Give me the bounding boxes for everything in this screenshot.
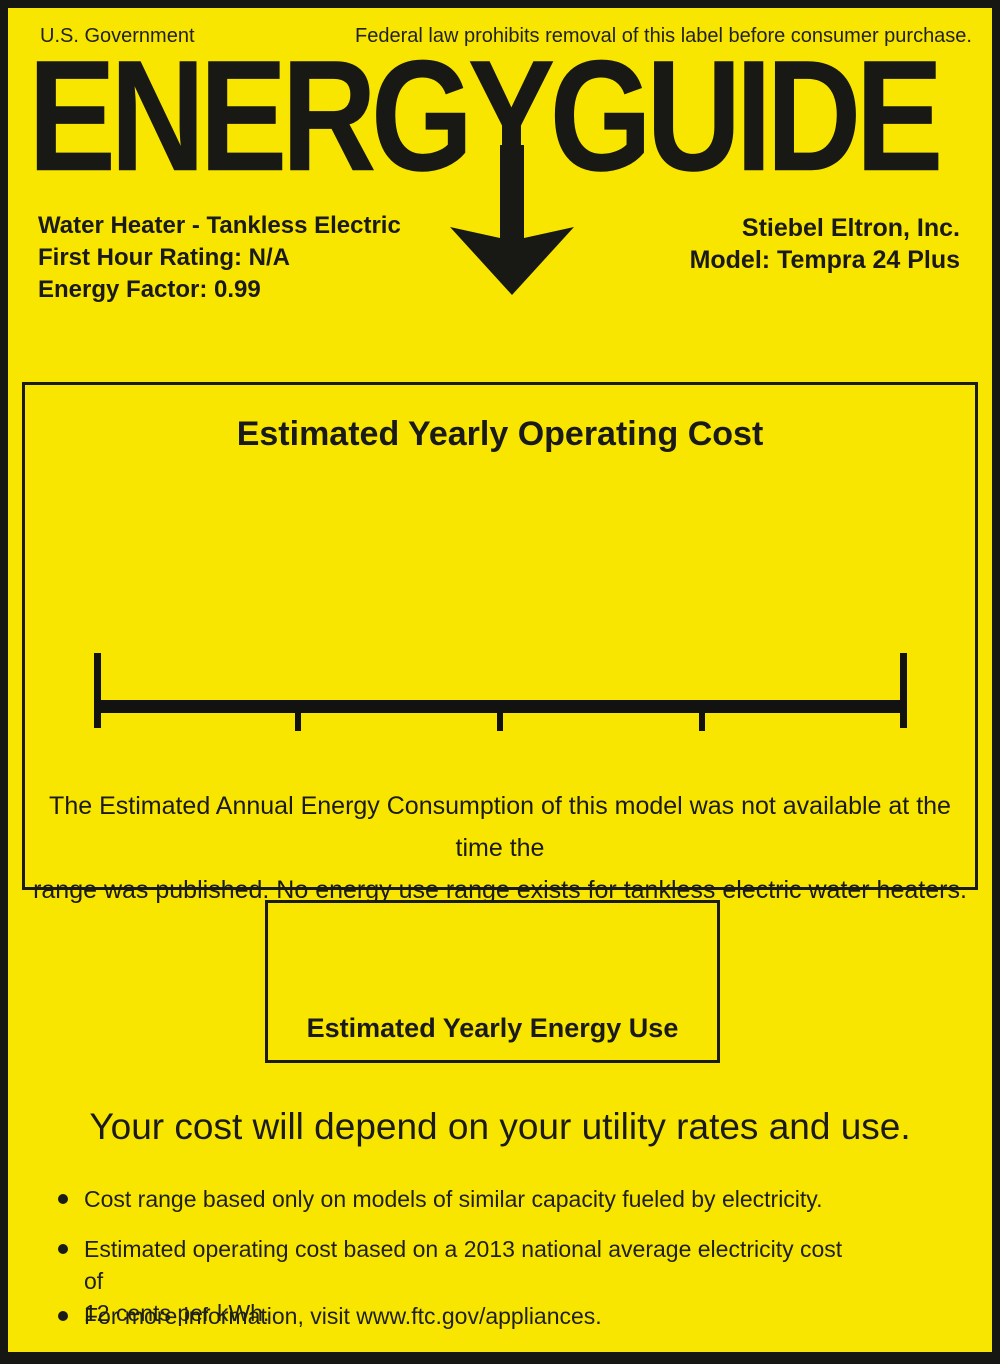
consumption-note: The Estimated Annual Energy Consumption … (25, 785, 975, 911)
list-item: Estimated operating cost based on a 2013… (58, 1233, 864, 1329)
consumption-note-line2: range was published. No energy use range… (33, 876, 967, 904)
bullet-operating-cost-line2: 12 cents per kWh. (84, 1300, 270, 1326)
energy-factor: Energy Factor: 0.99 (38, 276, 261, 303)
scale-tick (497, 711, 503, 731)
consumption-note-line1: The Estimated Annual Energy Consumption … (49, 792, 951, 862)
operating-cost-box: Estimated Yearly Operating Cost The Esti… (22, 382, 978, 904)
bullet-cost-range: Cost range based only on models of simil… (84, 1186, 823, 1212)
energyguide-logo: ENERGYGUIDE (28, 27, 943, 204)
us-government-text: U.S. Government (40, 25, 195, 47)
operating-cost-title: Estimated Yearly Operating Cost (236, 415, 764, 453)
scale-bar (97, 700, 905, 713)
product-info: Water Heater - Tankless Electric First H… (38, 210, 401, 306)
bullet-icon (58, 1244, 68, 1254)
list-item: For more information, visit www.ftc.gov/… (58, 1300, 602, 1332)
bullet-icon (58, 1311, 68, 1321)
federal-law-notice: Federal law prohibits removal of this la… (355, 25, 972, 47)
energy-use-box: Estimated Yearly Energy Use (265, 900, 720, 1063)
list-item: Cost range based only on models of simil… (58, 1183, 822, 1215)
scale-tick (295, 711, 301, 731)
scale-left-end-tick (94, 653, 101, 728)
model-name: Model: Tempra 24 Plus (689, 246, 960, 274)
bullet-icon (58, 1194, 68, 1204)
scale-right-end-tick (900, 653, 907, 728)
manufacturer-name: Stiebel Eltron, Inc. (741, 214, 960, 242)
bullet-operating-cost-line1: Estimated operating cost based on a 2013… (84, 1236, 843, 1294)
manufacturer-info: Stiebel Eltron, Inc. Model: Tempra 24 Pl… (690, 212, 960, 276)
first-hour-rating: First Hour Rating: N/A (38, 244, 290, 271)
scale-tick (699, 711, 705, 731)
utility-rates-note: Your cost will depend on your utility ra… (89, 1106, 911, 1147)
product-type: Water Heater - Tankless Electric (38, 212, 401, 239)
down-arrow-icon (450, 145, 574, 295)
bullet-more-information: For more information, visit www.ftc.gov/… (84, 1303, 602, 1329)
energy-use-label: Estimated Yearly Energy Use (306, 1013, 679, 1043)
